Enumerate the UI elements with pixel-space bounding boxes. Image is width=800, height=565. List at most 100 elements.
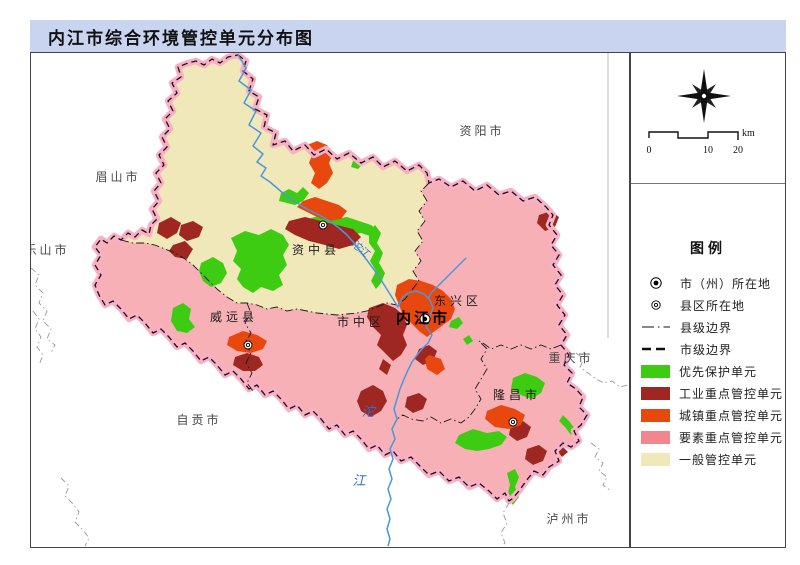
legend-title: 图例 bbox=[690, 242, 726, 257]
county-boundary-line bbox=[396, 340, 562, 424]
label-district: 市中区 bbox=[337, 314, 385, 329]
neighbor-boundary-line bbox=[500, 502, 510, 547]
scale-bar-unit: km bbox=[742, 128, 755, 139]
legend-symbol-city-line-icon bbox=[642, 347, 670, 351]
region-priority-protection-unit bbox=[449, 317, 463, 329]
neighbor-boundary-line bbox=[60, 477, 90, 547]
legend-item: 县级边界 bbox=[641, 316, 777, 338]
county-seat-marker bbox=[318, 220, 328, 230]
legend-item: 城镇重点管控单元 bbox=[641, 404, 782, 426]
legend-item-label: 城镇重点管控单元 bbox=[679, 408, 784, 423]
legend-item-label: 县级边界 bbox=[680, 320, 733, 335]
label-river: 沱 bbox=[361, 404, 376, 419]
compass-center bbox=[700, 92, 707, 99]
county-seat-marker bbox=[245, 342, 251, 348]
legend-symbol-city-seat bbox=[641, 276, 671, 290]
scale-bar: 0 10 20 km bbox=[647, 128, 756, 156]
legend-item: 县区所在地 bbox=[641, 294, 777, 316]
label-neighbor-city: 乐山市 bbox=[31, 242, 70, 257]
label-neighbor-city: 泸州市 bbox=[546, 511, 591, 526]
legend-item: 优先保护单元 bbox=[641, 360, 777, 382]
region-industrial-control-unit bbox=[367, 303, 407, 361]
label-district: 资中县 bbox=[292, 242, 340, 257]
region-priority-protection-unit bbox=[231, 229, 289, 293]
legend-item-label: 市（州）所在地 bbox=[680, 276, 772, 291]
label-city-name: 内江市 bbox=[396, 309, 450, 327]
legend-item-label: 市级边界 bbox=[680, 342, 733, 357]
river-line bbox=[237, 54, 434, 547]
page-title: 内江市综合环境管控单元分布图 bbox=[48, 28, 314, 48]
legend-item: 市（州）所在地 bbox=[641, 272, 777, 294]
label-neighbor-city: 眉山市 bbox=[95, 169, 140, 184]
legend-symbol-county-seat bbox=[641, 298, 671, 312]
county-boundary-line bbox=[120, 239, 398, 316]
legend-swatch-priority bbox=[641, 364, 670, 378]
region-industrial-control-unit bbox=[179, 221, 203, 241]
county-boundary-line bbox=[396, 182, 430, 306]
legend-symbol-county-line bbox=[641, 320, 671, 334]
map-title-bar: 内江市综合环境管控单元分布图 bbox=[30, 20, 786, 52]
neighbor-boundary-line bbox=[32, 310, 44, 366]
region-general-control-unit bbox=[121, 55, 429, 315]
legend-item-label: 优先保护单元 bbox=[679, 364, 758, 379]
legend-item-label: 要素重点管控单元 bbox=[679, 430, 784, 445]
scale-bar-tick-label: 20 bbox=[733, 145, 743, 156]
region-industrial-control-unit bbox=[525, 445, 547, 465]
north-arrow-box: 0 10 20 km bbox=[631, 53, 785, 184]
river-line bbox=[427, 257, 467, 300]
city-seat-marker bbox=[422, 316, 428, 322]
region-priority-protection-unit bbox=[511, 373, 545, 399]
map-sidebar: 0 10 20 km 图例 市（州）所在地 县区所在地县级边界市级边界优先保护单元工业重… bbox=[630, 52, 786, 548]
county-seat-marker bbox=[508, 417, 518, 427]
legend-swatch-element bbox=[641, 430, 670, 444]
region-industrial-control-unit bbox=[169, 241, 193, 259]
region-industrial-control-unit bbox=[405, 393, 427, 413]
region-priority-protection-unit bbox=[463, 335, 473, 345]
scale-bar-tick-label: 10 bbox=[703, 145, 713, 156]
region-industrial-control-unit bbox=[233, 353, 263, 371]
region-priority-protection-unit bbox=[455, 429, 507, 451]
county-seat-marker bbox=[510, 419, 516, 425]
label-district: 东兴区 bbox=[434, 294, 482, 308]
legend-item: 工业重点管控单元 bbox=[641, 382, 782, 404]
legend-symbol-city-seat-icon bbox=[650, 277, 662, 289]
label-neighbor-city: 资阳市 bbox=[459, 123, 504, 138]
legend-symbol-city-line bbox=[641, 342, 671, 356]
map-canvas: 资阳市眉山市乐山市自贡市重庆市泸州市资中县威远县市中区东兴区隆昌市内江市沱江沱江 bbox=[31, 53, 629, 547]
label-district: 威远县 bbox=[210, 310, 258, 324]
region-priority-protection-unit bbox=[199, 257, 227, 287]
legend-symbol-county-seat-icon bbox=[651, 300, 661, 310]
county-seat-marker bbox=[243, 340, 253, 350]
county-seat-marker bbox=[320, 222, 326, 228]
legend-item-label: 县区所在地 bbox=[680, 298, 746, 313]
legend: 市（州）所在地 县区所在地县级边界市级边界优先保护单元工业重点管控单元 城镇重点管控… bbox=[631, 272, 785, 470]
region-industrial-control-unit bbox=[357, 385, 387, 417]
legend-item: 一般管控单元 bbox=[641, 448, 777, 470]
scale-bar-steps bbox=[648, 131, 739, 140]
legend-symbol-county-line-icon bbox=[642, 326, 670, 328]
legend-item: 市级边界 bbox=[641, 338, 777, 360]
legend-item: 要素重点管控单元 bbox=[641, 426, 782, 448]
map-frame: 资阳市眉山市乐山市自贡市重庆市泸州市资中县威远县市中区东兴区隆昌市内江市沱江沱江 bbox=[30, 52, 630, 548]
legend-item-label: 一般管控单元 bbox=[679, 452, 758, 467]
region-town-control-unit bbox=[297, 197, 347, 221]
label-neighbor-city: 重庆市 bbox=[548, 350, 593, 365]
region-industrial-control-unit bbox=[157, 217, 181, 239]
region-town-control-unit bbox=[425, 355, 445, 375]
region-priority-protection-unit bbox=[171, 303, 195, 333]
label-district: 隆昌市 bbox=[493, 387, 541, 402]
legend-swatch-industrial bbox=[641, 386, 670, 400]
region-priority-protection-unit bbox=[279, 187, 309, 205]
region-priority-protection-unit bbox=[369, 225, 385, 289]
region-town-control-unit bbox=[395, 279, 455, 337]
scale-bar-tick-label: 0 bbox=[647, 145, 652, 156]
legend-swatch-town bbox=[641, 408, 670, 422]
label-neighbor-city: 自贡市 bbox=[176, 412, 221, 427]
region-industrial-control-unit bbox=[379, 359, 391, 375]
neighbor-boundary-line bbox=[31, 267, 56, 354]
city-boundary-line bbox=[94, 54, 588, 502]
compass-rose-icon bbox=[677, 69, 731, 123]
legend-swatch-general bbox=[641, 452, 670, 466]
legend-item-label: 工业重点管控单元 bbox=[679, 386, 784, 401]
neighbor-boundary-line bbox=[590, 442, 612, 492]
